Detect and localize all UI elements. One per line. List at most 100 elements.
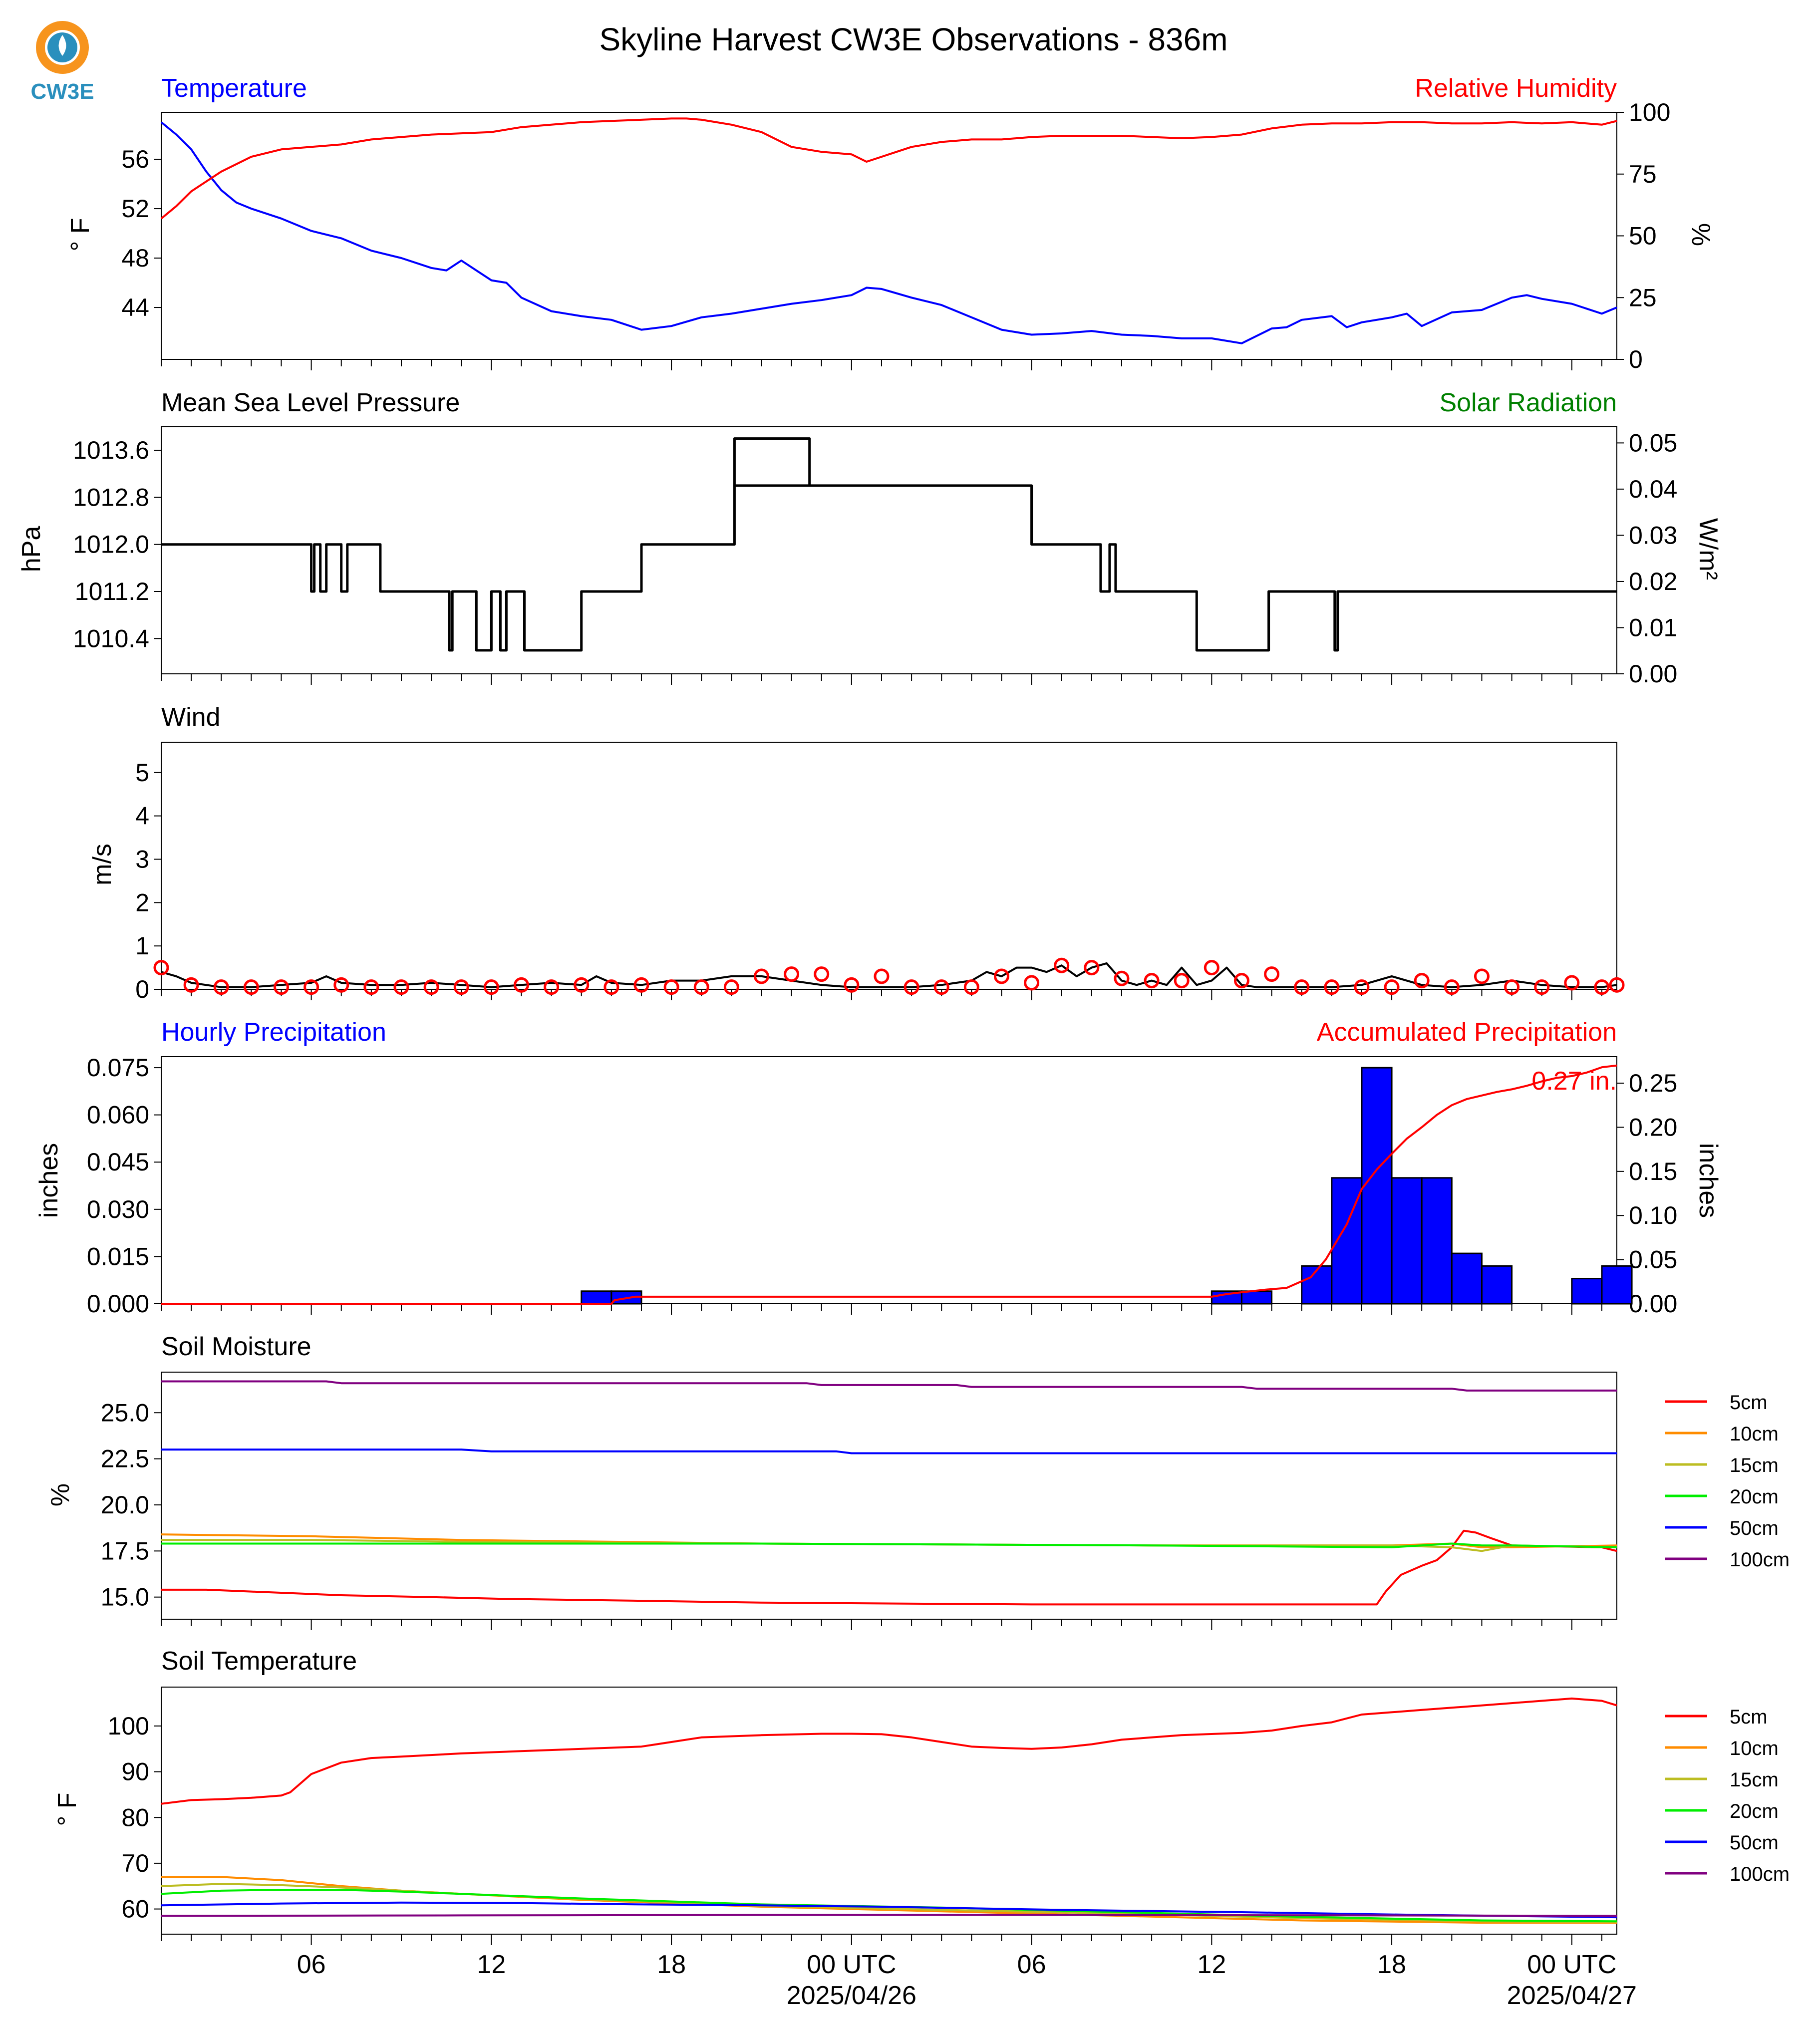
precip-ytick-label: 0.060 — [87, 1101, 149, 1129]
pres-y2tick-label: 0.00 — [1629, 660, 1677, 688]
logo-drop-shine — [58, 35, 66, 56]
precip-bar — [1361, 1067, 1393, 1305]
pres-frame — [161, 426, 1617, 674]
x-tick-label: 00 UTC — [1527, 1950, 1616, 1979]
pres-ytick-label: 1013.6 — [73, 436, 149, 464]
wind-gust-marker — [1414, 973, 1430, 989]
wind-gust-marker — [874, 968, 890, 984]
precip-bar — [1240, 1290, 1273, 1305]
accum-precip-title: Accumulated Precipitation — [1317, 1018, 1617, 1047]
soilt-ytick-label: 60 — [121, 1895, 149, 1923]
wind-gust-marker — [904, 979, 919, 995]
temp-ytick-label: 52 — [121, 195, 149, 223]
wind-gust-marker — [814, 966, 830, 982]
wind-gust-marker — [993, 968, 1009, 984]
temp-y2tick-label: 0 — [1629, 345, 1643, 373]
wind-gust-marker — [1384, 979, 1400, 995]
legend-label-15cm: 15cm — [1730, 1769, 1779, 1791]
soil-moisture-title: Soil Moisture — [161, 1332, 311, 1361]
temperature-title: Temperature — [161, 74, 307, 103]
pres-y2tick-label: 0.04 — [1629, 475, 1677, 503]
pres-y2tick-label: 0.03 — [1629, 521, 1677, 549]
temp-series-line — [160, 121, 1617, 344]
wind-title: Wind — [161, 703, 220, 732]
soilm-ytick-label: 20.0 — [101, 1491, 149, 1519]
soil-temperature-title: Soil Temperature — [161, 1647, 357, 1676]
legend-label-5cm: 5cm — [1730, 1392, 1768, 1414]
figure-title: Skyline Harvest CW3E Observations - 836m — [599, 21, 1227, 57]
soilt-panel: 60 70 80 90 100 — [108, 1687, 1617, 1945]
wind-gust-marker — [693, 979, 709, 995]
temp-y2tick-label: 100 — [1629, 98, 1670, 126]
logo-text: CW3E — [30, 79, 94, 104]
legend-label-50cm: 50cm — [1730, 1832, 1779, 1854]
x-tick-label: 12 — [477, 1950, 506, 1979]
wind-gust-marker — [1114, 970, 1130, 986]
precip-ytick-label: 0.000 — [87, 1290, 149, 1318]
wind-gust-marker — [1324, 979, 1340, 995]
wind-gust-marker — [933, 979, 949, 995]
temp-ylabel: ° F — [66, 218, 95, 251]
soilt-ytick-label: 80 — [121, 1803, 149, 1831]
wind-gust-marker — [604, 979, 619, 995]
temp-ytick-label: 44 — [121, 293, 149, 321]
cw3e-logo: CW3E — [30, 21, 94, 104]
relative-humidity-title: Relative Humidity — [1415, 74, 1617, 103]
wind-gust-marker — [1264, 966, 1280, 982]
wind-gust-marker — [1564, 975, 1580, 991]
wind-gust-marker — [1054, 957, 1070, 973]
wind-gust-marker — [844, 977, 860, 993]
hourly-precip-title: Hourly Precipitation — [161, 1018, 386, 1047]
soil-temperature-legend: 5cm 10cm 15cm 20cm 50cm 100cm — [1665, 1706, 1790, 1885]
pres-y2tick-label: 0.01 — [1629, 613, 1677, 641]
wind-ytick-label: 3 — [135, 845, 149, 873]
accum-ylabel: inches — [1694, 1143, 1723, 1218]
precip-ytick-label: 0.030 — [87, 1195, 149, 1223]
plot-layer: 4448525602550751001010.41011.21012.01012… — [73, 98, 1677, 2010]
wind-gust-marker — [663, 979, 679, 995]
rh-ylabel: % — [1686, 223, 1715, 246]
soilm-ytick-label: 25.0 — [101, 1399, 149, 1427]
wind-frame — [161, 742, 1617, 990]
legend-label-50cm: 50cm — [1730, 1517, 1779, 1539]
precip-y2tick-label: 0.15 — [1629, 1158, 1677, 1185]
x-tick-label: 00 UTC — [807, 1950, 896, 1979]
wind-gust-marker — [1354, 979, 1370, 995]
soilm-ytick-label: 22.5 — [101, 1445, 149, 1473]
pres-ytick-label: 1012.0 — [73, 531, 149, 559]
x-tick-label: 06 — [1017, 1950, 1046, 1979]
soil-temp-ylabel: ° F — [53, 1792, 82, 1826]
precip-bar — [1451, 1252, 1483, 1305]
wind-gust-marker — [303, 979, 319, 995]
wind-gust-marker — [183, 977, 199, 993]
precip-frame — [161, 1056, 1617, 1304]
soilt-series-line — [161, 1697, 1617, 1805]
x-date-label: 2025/04/26 — [787, 1981, 916, 2010]
wind-gust-marker — [423, 979, 439, 995]
soilt-series-line — [161, 1901, 1617, 1919]
wind-gust-marker — [1444, 979, 1460, 995]
wind-ytick-label: 5 — [135, 759, 149, 787]
x-tick-label: 18 — [1377, 1950, 1406, 1979]
wind-gust-marker — [753, 968, 769, 984]
wind-gust-marker — [363, 979, 379, 995]
pressure-title: Mean Sea Level Pressure — [161, 388, 460, 417]
x-tick-label: 06 — [297, 1950, 326, 1979]
wind-ytick-label: 0 — [135, 975, 149, 1003]
legend-label-10cm: 10cm — [1730, 1423, 1779, 1445]
solar-ylabel: W/m² — [1694, 518, 1723, 580]
wind-gust-marker — [1144, 973, 1160, 989]
soilt-ytick-label: 100 — [108, 1712, 149, 1740]
pres-y2tick-label: 0.05 — [1629, 429, 1677, 457]
soilm-panel: 15.0 17.5 20.0 22.5 25.0 — [101, 1372, 1617, 1630]
legend-label-20cm: 20cm — [1730, 1800, 1779, 1822]
pres-y2tick-label: 0.02 — [1629, 568, 1677, 595]
soilm-ytick-label: 17.5 — [101, 1537, 149, 1565]
wind-gust-marker — [1534, 979, 1550, 995]
x-tick-label: 12 — [1197, 1950, 1226, 1979]
pres-ytick-label: 1012.8 — [73, 483, 149, 511]
precip-ytick-label: 0.015 — [87, 1242, 149, 1270]
soilt-ytick-label: 70 — [121, 1849, 149, 1877]
wind-gust-marker — [1504, 979, 1520, 995]
